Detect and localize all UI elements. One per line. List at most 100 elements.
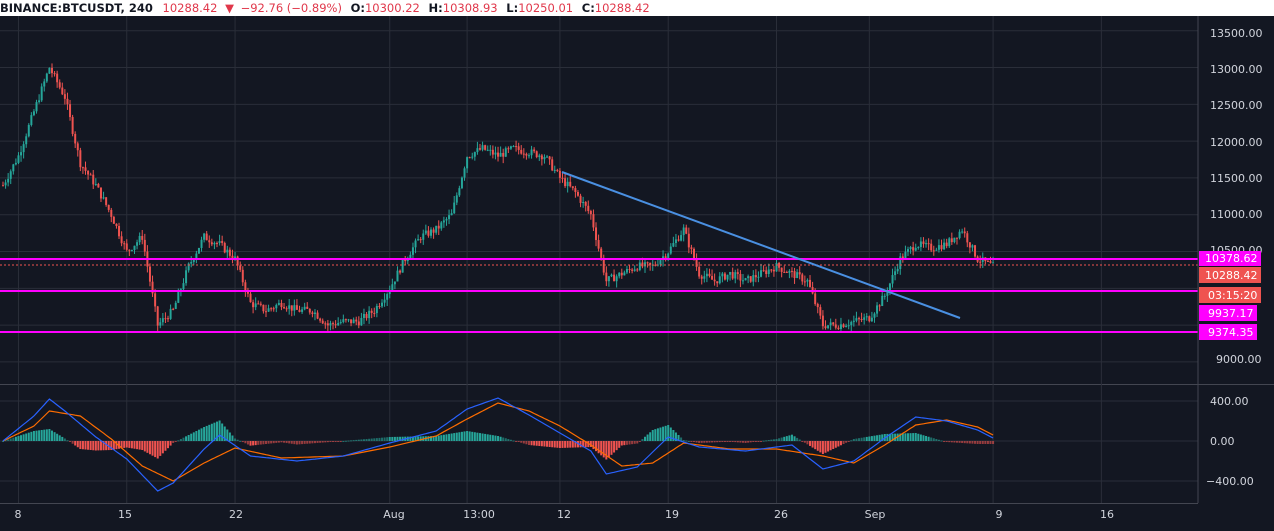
candle-body xyxy=(729,272,732,275)
histogram-bar xyxy=(99,441,102,451)
candle-body xyxy=(680,235,683,241)
price-chart-pane[interactable]: 13500.00 13000.00 12500.00 12000.00 1150… xyxy=(0,16,1274,384)
histogram-bar xyxy=(515,441,518,442)
candle-body xyxy=(858,318,861,320)
candle-body xyxy=(427,230,430,236)
descending-trendline[interactable] xyxy=(561,171,961,319)
candle-body xyxy=(9,171,12,179)
candle-body xyxy=(878,305,881,307)
histogram-bar xyxy=(130,441,133,449)
macd-axis[interactable]: 400.00 0.00 −400.00 xyxy=(1197,384,1274,503)
histogram-bar xyxy=(574,441,577,448)
candle-body xyxy=(881,295,884,307)
candle-body xyxy=(847,325,850,327)
histogram-bar xyxy=(257,441,260,445)
histogram-bar xyxy=(303,441,306,444)
histogram-bar xyxy=(102,441,105,451)
histogram-bar xyxy=(535,441,538,446)
histogram-bar xyxy=(20,435,23,441)
candle-body xyxy=(360,317,363,326)
candle-body xyxy=(241,269,244,283)
candle-body xyxy=(270,308,273,310)
candle-body xyxy=(837,327,840,330)
candle-body xyxy=(334,324,337,326)
histogram-bar xyxy=(128,441,131,448)
histogram-bar xyxy=(827,441,830,452)
histogram-bar xyxy=(182,437,185,441)
support-resistance-lines[interactable] xyxy=(0,258,1198,333)
candle-body xyxy=(357,321,360,326)
histogram-bar xyxy=(633,441,636,444)
histogram-bar xyxy=(154,441,157,458)
candle-body xyxy=(515,146,518,148)
candle-body xyxy=(690,247,693,249)
histogram-bar xyxy=(762,440,765,442)
histogram-bar xyxy=(283,441,286,443)
candle-body xyxy=(571,186,574,189)
histogram-bar xyxy=(466,431,469,441)
histogram-bar xyxy=(922,435,925,441)
histogram-bar xyxy=(53,432,56,441)
candle-body xyxy=(298,309,301,312)
histogram-bar xyxy=(329,441,332,442)
histogram-bar xyxy=(589,441,592,447)
candle-body xyxy=(365,313,368,319)
candle-body xyxy=(205,233,208,241)
candle-body xyxy=(788,270,791,273)
histogram-bar xyxy=(272,441,275,444)
candle-body xyxy=(409,254,412,259)
candle-body xyxy=(749,276,752,282)
histogram-bar xyxy=(270,441,273,444)
candle-body xyxy=(754,275,757,278)
price-axis[interactable]: 13500.00 13000.00 12500.00 12000.00 1150… xyxy=(1197,16,1274,384)
candle-body xyxy=(582,201,585,203)
histogram-bar xyxy=(783,436,786,441)
histogram-bar xyxy=(963,441,966,444)
histogram-bar xyxy=(161,441,164,454)
candle-body xyxy=(494,152,497,155)
histogram-bar xyxy=(350,440,353,442)
candle-body xyxy=(919,241,922,248)
symbol-name[interactable]: BINANCE:BTCUSDT, 240 xyxy=(0,1,153,15)
bar-countdown-label: 03:15:20 xyxy=(1208,289,1257,302)
histogram-bar xyxy=(556,441,559,448)
histogram-bar xyxy=(711,441,714,443)
time-tick-8: 8 xyxy=(15,508,22,521)
candle-body xyxy=(644,262,647,267)
candle-body xyxy=(79,150,82,168)
histogram-bar xyxy=(682,440,685,441)
candle-body xyxy=(667,253,670,258)
candle-body xyxy=(886,292,889,296)
histogram-bar xyxy=(721,441,724,442)
candle-body xyxy=(638,262,641,271)
time-tick-22: 22 xyxy=(229,508,243,521)
time-axis[interactable]: 8 15 22 Aug 13:00 12 19 26 Sep 9 16 xyxy=(0,503,1274,531)
histogram-bar xyxy=(497,436,500,441)
candle-body xyxy=(102,197,105,199)
candle-body xyxy=(687,233,690,248)
candle-body xyxy=(535,151,538,158)
candle-body xyxy=(133,245,136,250)
histogram-bar xyxy=(646,434,649,441)
histogram-bar xyxy=(968,441,971,444)
candle-body xyxy=(244,282,247,292)
candle-body xyxy=(115,223,118,226)
candle-body xyxy=(948,238,951,247)
histogram-bar xyxy=(79,441,82,449)
candle-body xyxy=(615,276,618,282)
histogram-bar xyxy=(352,440,355,442)
macd-tick-0: 0.00 xyxy=(1210,435,1235,448)
candle-body xyxy=(579,195,582,203)
histogram-bar xyxy=(527,441,530,445)
candle-body xyxy=(50,67,53,74)
histogram-bar xyxy=(290,441,293,444)
macd-indicator-pane[interactable]: 400.00 0.00 −400.00 xyxy=(0,384,1274,503)
histogram-bar xyxy=(656,428,659,441)
histogram-bar xyxy=(950,441,953,443)
candle-body xyxy=(401,259,404,273)
candle-body xyxy=(277,302,280,305)
candle-body xyxy=(914,247,917,251)
candle-body xyxy=(404,259,407,262)
candle-body xyxy=(636,269,639,271)
histogram-bar xyxy=(92,441,95,451)
